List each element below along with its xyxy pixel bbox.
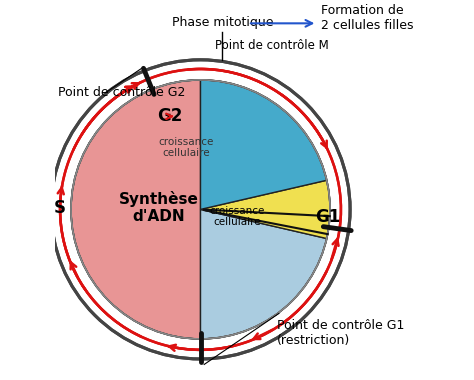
Circle shape: [51, 60, 350, 359]
Text: croissance
cellulaire: croissance cellulaire: [210, 206, 264, 228]
Text: G2: G2: [157, 108, 182, 125]
Circle shape: [71, 80, 330, 339]
Wedge shape: [201, 209, 327, 339]
Wedge shape: [201, 80, 327, 209]
Text: croissance
cellulaire: croissance cellulaire: [158, 136, 214, 158]
Text: Phase mitotique: Phase mitotique: [172, 16, 273, 29]
Text: Synthèse
d'ADN: Synthèse d'ADN: [118, 191, 199, 224]
Text: Formation de
2 cellules filles: Formation de 2 cellules filles: [321, 4, 413, 32]
Text: Point de contrôle G2: Point de contrôle G2: [58, 86, 186, 99]
Text: S: S: [54, 199, 66, 217]
Text: Point de contrôle M: Point de contrôle M: [215, 39, 329, 52]
Text: G1: G1: [315, 208, 341, 226]
Wedge shape: [201, 180, 330, 239]
Wedge shape: [71, 80, 201, 339]
Text: Point de contrôle G1
(restriction): Point de contrôle G1 (restriction): [277, 319, 404, 347]
